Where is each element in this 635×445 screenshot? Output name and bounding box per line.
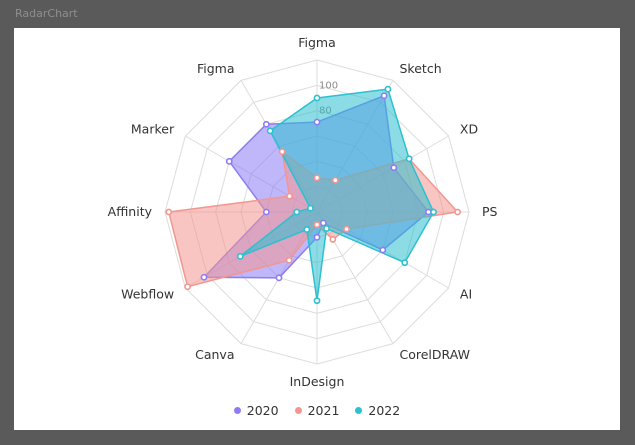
data-point-2020-7[interactable] <box>275 274 283 282</box>
data-point-2020-0[interactable] <box>313 118 321 126</box>
axis-label-8: Webflow <box>121 287 174 302</box>
legend-marker <box>233 407 241 414</box>
data-point-2020-6[interactable] <box>313 233 321 241</box>
axis-label-7: Canva <box>195 347 234 362</box>
axis-label-9: Affinity <box>108 204 153 219</box>
axis-label-11: Figma <box>197 61 235 76</box>
data-point-2022-5[interactable] <box>323 225 330 232</box>
radar-axis-labels: Figma Sketch XD PS AI CorelDRAW InDesign Canva W… <box>108 35 498 389</box>
legend-label: 2021 <box>307 403 340 418</box>
radar-chart: 10080 FigmaSketchXDPSAICorelDRAWInDesign… <box>108 35 498 389</box>
data-point-2021-4[interactable] <box>343 225 351 233</box>
radar-areas <box>167 88 460 301</box>
data-point-2022-9[interactable] <box>293 208 301 216</box>
data-point-2020-9[interactable] <box>262 208 270 216</box>
legend-label: 2020 <box>246 403 279 418</box>
axis-label-2: XD <box>460 122 478 137</box>
data-point-2022-10[interactable] <box>307 204 314 212</box>
data-point-2020-11[interactable] <box>262 120 270 128</box>
data-point-2021-6[interactable] <box>313 221 321 229</box>
legend-item-2020[interactable]: 2020 <box>233 403 279 418</box>
data-point-2022-1[interactable] <box>384 85 392 93</box>
data-point-2022-2[interactable] <box>405 155 413 163</box>
axis-label-4: AI <box>460 287 472 302</box>
data-point-2022-8[interactable] <box>236 252 244 260</box>
axis-label-1: Sketch <box>400 61 442 76</box>
data-point-2022-11[interactable] <box>266 127 274 135</box>
data-point-2022-0[interactable] <box>313 94 321 102</box>
axis-label-3: PS <box>482 204 498 219</box>
axis-label-0: Figma <box>298 35 336 50</box>
data-point-2021-0[interactable] <box>313 174 321 182</box>
data-point-2021-1[interactable] <box>331 176 339 184</box>
data-point-2021-5[interactable] <box>329 236 337 243</box>
data-point-2022-3[interactable] <box>430 208 437 216</box>
data-point-2021-7[interactable] <box>285 256 293 264</box>
legend-marker <box>355 407 363 414</box>
window-title: RadarChart <box>15 7 78 20</box>
data-point-2020-5[interactable] <box>319 219 327 227</box>
radar-points <box>165 85 461 305</box>
data-point-2021-3[interactable] <box>454 208 461 216</box>
axis-label-10: Marker <box>131 122 175 137</box>
legend-label: 2022 <box>368 403 401 418</box>
data-point-2020-4[interactable] <box>379 246 387 254</box>
axis-label-6: InDesign <box>290 374 345 389</box>
data-point-2020-1[interactable] <box>380 92 388 100</box>
data-point-2022-7[interactable] <box>303 226 311 233</box>
data-point-2022-6[interactable] <box>313 297 321 305</box>
data-point-2022-4[interactable] <box>401 259 409 267</box>
chart-legend: 2020 2021 2022 <box>14 403 620 418</box>
data-point-2021-8[interactable] <box>184 283 191 291</box>
chart-panel: 10080 FigmaSketchXDPSAICorelDRAWInDesign… <box>14 28 620 430</box>
legend-item-2021[interactable]: 2021 <box>294 403 340 418</box>
data-point-2021-10[interactable] <box>286 192 293 200</box>
axis-label-5: CorelDRAW <box>400 347 470 362</box>
data-point-2020-2[interactable] <box>390 164 398 172</box>
data-point-2020-10[interactable] <box>225 157 233 165</box>
data-point-2020-8[interactable] <box>200 273 208 281</box>
legend-marker <box>294 407 302 414</box>
legend-item-2022[interactable]: 2022 <box>355 403 400 418</box>
data-point-2021-11[interactable] <box>278 148 286 156</box>
data-point-2021-9[interactable] <box>165 208 173 216</box>
radial-tick-label: 100 <box>319 80 338 91</box>
